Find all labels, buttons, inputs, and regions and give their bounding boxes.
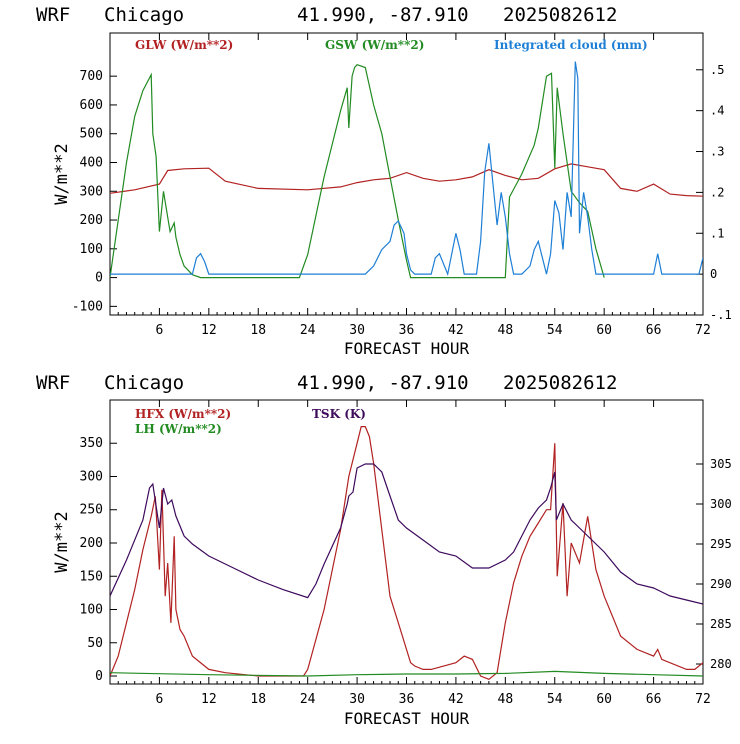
legend-entry-1: GLW (W/m**2) (135, 38, 233, 52)
y2-tick-label: 0 (710, 267, 717, 281)
y-tick-label: 400 (80, 155, 103, 170)
x-tick-label: 54 (547, 323, 563, 338)
y2-tick-label: .1 (710, 226, 724, 240)
x-tick-label: 66 (646, 323, 662, 338)
y-tick-label: 500 (80, 127, 103, 142)
y2-tick-label: 280 (710, 657, 732, 671)
x-tick-label: 12 (201, 323, 217, 338)
y-tick-label: 250 (80, 503, 103, 518)
legend-entry-3: Integrated cloud (mm) (494, 38, 648, 52)
y2-tick-label: 295 (710, 537, 732, 551)
y-tick-label: 300 (80, 469, 103, 484)
plot-frame (109, 32, 704, 316)
header-city: Chicago (104, 372, 184, 394)
chart-panel-1: WRF Chicago 41.990, -87.910 2025082612 6 12 18… (36, 4, 732, 358)
x-tick-label: 72 (695, 692, 711, 707)
series-line-3 (110, 463, 703, 605)
x-tick-label: 6 (156, 692, 164, 707)
series-line-3 (110, 61, 703, 277)
y-tick-label: 150 (80, 569, 103, 584)
x-tick-label: 42 (448, 692, 464, 707)
x-tick-label: 36 (399, 692, 415, 707)
x-tick-label: 30 (349, 323, 365, 338)
y-tick-label: 0 (95, 669, 103, 684)
x-axis-label: FORECAST HOUR (344, 709, 470, 728)
x-tick-label: 6 (156, 323, 164, 338)
x-tick-label: 24 (300, 323, 316, 338)
legend-entry-2: LH (W/m**2) (135, 422, 222, 436)
x-tick-label: 24 (300, 692, 316, 707)
header-city: Chicago (104, 4, 184, 26)
chart-panel-2: WRF Chicago 41.990, -87.910 2025082612 6 12 18… (36, 372, 732, 728)
y-tick-label: 350 (80, 436, 103, 451)
y-axis-label: W/m**2 (52, 143, 72, 204)
y-tick-label: 300 (80, 184, 103, 199)
y-tick-label: 100 (80, 242, 103, 257)
plot-frame (109, 399, 704, 685)
series-line-1 (110, 163, 703, 197)
x-axis-label: FORECAST HOUR (344, 339, 470, 358)
y2-tick-label: -.1 (710, 308, 732, 322)
series-line-1 (110, 426, 703, 680)
y2-tick-label: 285 (710, 617, 732, 631)
series-line-2 (110, 670, 703, 677)
legend-entry-1: HFX (W/m**2) (135, 407, 231, 421)
x-tick-label: 48 (498, 692, 514, 707)
y-tick-label: -100 (72, 299, 103, 314)
header-model: WRF (36, 372, 70, 394)
y2-tick-label: .3 (710, 145, 724, 159)
header-init-time: 2025082612 (503, 4, 617, 26)
x-tick-label: 12 (201, 692, 217, 707)
x-tick-label: 42 (448, 323, 464, 338)
y-tick-label: 0 (95, 271, 103, 286)
legend-entry-3: TSK (K) (312, 407, 366, 421)
x-tick-label: 48 (498, 323, 514, 338)
header-coords: 41.990, -87.910 (297, 372, 469, 394)
y-tick-label: 200 (80, 213, 103, 228)
y-tick-label: 50 (87, 636, 103, 651)
y2-tick-label: 300 (710, 497, 732, 511)
y-tick-label: 600 (80, 98, 103, 113)
header-coords: 41.990, -87.910 (297, 4, 469, 26)
x-tick-label: 72 (695, 323, 711, 338)
x-tick-label: 36 (399, 323, 415, 338)
x-tick-label: 66 (646, 692, 662, 707)
x-tick-label: 60 (596, 692, 612, 707)
series-line-2 (110, 64, 605, 279)
y2-tick-label: 290 (710, 577, 732, 591)
y-axis-label: W/m**2 (52, 511, 72, 572)
x-tick-label: 18 (250, 323, 266, 338)
x-tick-label: 60 (596, 323, 612, 338)
y2-tick-label: .4 (710, 104, 724, 118)
header-model: WRF (36, 4, 70, 26)
legend-entry-2: GSW (W/m**2) (325, 38, 424, 52)
x-tick-label: 18 (250, 692, 266, 707)
y-tick-label: 200 (80, 536, 103, 551)
x-tick-label: 54 (547, 692, 563, 707)
x-tick-label: 30 (349, 692, 365, 707)
y2-tick-label: 305 (710, 457, 732, 471)
header-init-time: 2025082612 (503, 372, 617, 394)
y2-tick-label: .5 (710, 63, 724, 77)
y-tick-label: 100 (80, 603, 103, 618)
y-tick-label: 700 (80, 69, 103, 84)
y2-tick-label: .2 (710, 185, 724, 199)
